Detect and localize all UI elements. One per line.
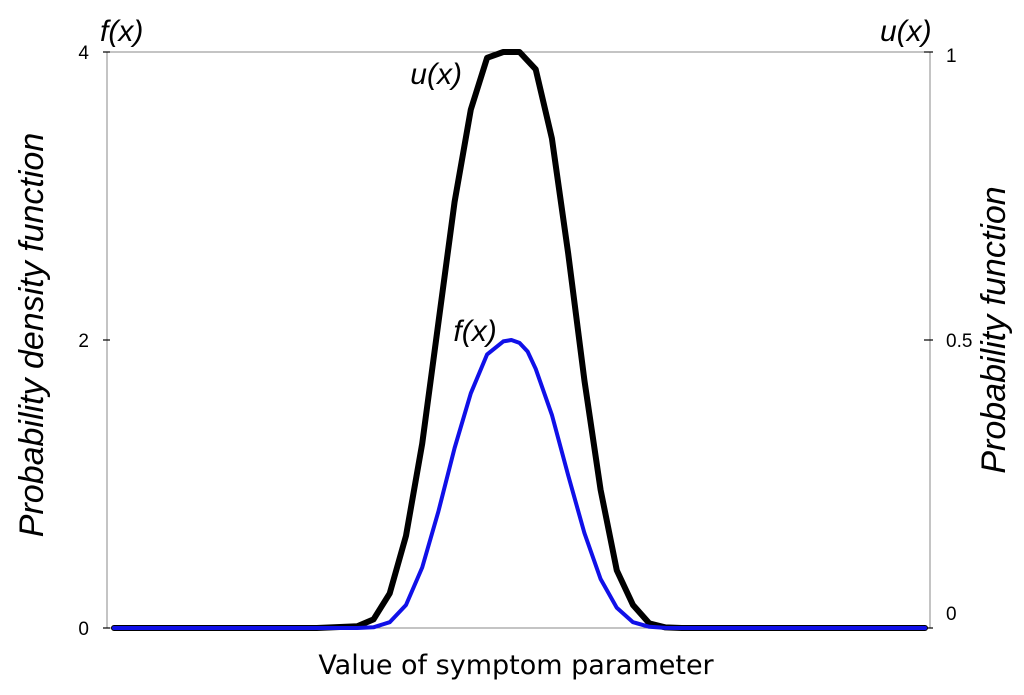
right-axis-ticks: 00.51 bbox=[924, 46, 972, 629]
left-tick-label: 0 bbox=[78, 619, 89, 640]
series-line-fx bbox=[112, 338, 927, 630]
right-axis-title: Probability function bbox=[975, 186, 1013, 473]
series-line-ux bbox=[111, 49, 928, 631]
left-tick-label: 2 bbox=[78, 331, 89, 352]
curve-labels: u(x) f(x) bbox=[410, 58, 496, 348]
right-tick-label: 0.5 bbox=[946, 331, 972, 352]
series-layer bbox=[111, 49, 928, 631]
x-axis-title: Value of symptom parameter bbox=[318, 650, 714, 681]
right-axis-corner-label: u(x) bbox=[880, 15, 932, 48]
left-axis-corner-label: f(x) bbox=[100, 15, 143, 48]
left-axis-title: Probability density function bbox=[13, 133, 51, 537]
series-label-fx: f(x) bbox=[453, 315, 496, 348]
left-axis-ticks: 0 2 4 bbox=[78, 43, 110, 640]
right-tick-label: 0 bbox=[946, 604, 957, 625]
plot-frame bbox=[106, 51, 931, 629]
right-tick-label: 1 bbox=[946, 46, 957, 67]
left-tick-label: 4 bbox=[78, 43, 89, 64]
series-label-ux: u(x) bbox=[410, 58, 462, 91]
